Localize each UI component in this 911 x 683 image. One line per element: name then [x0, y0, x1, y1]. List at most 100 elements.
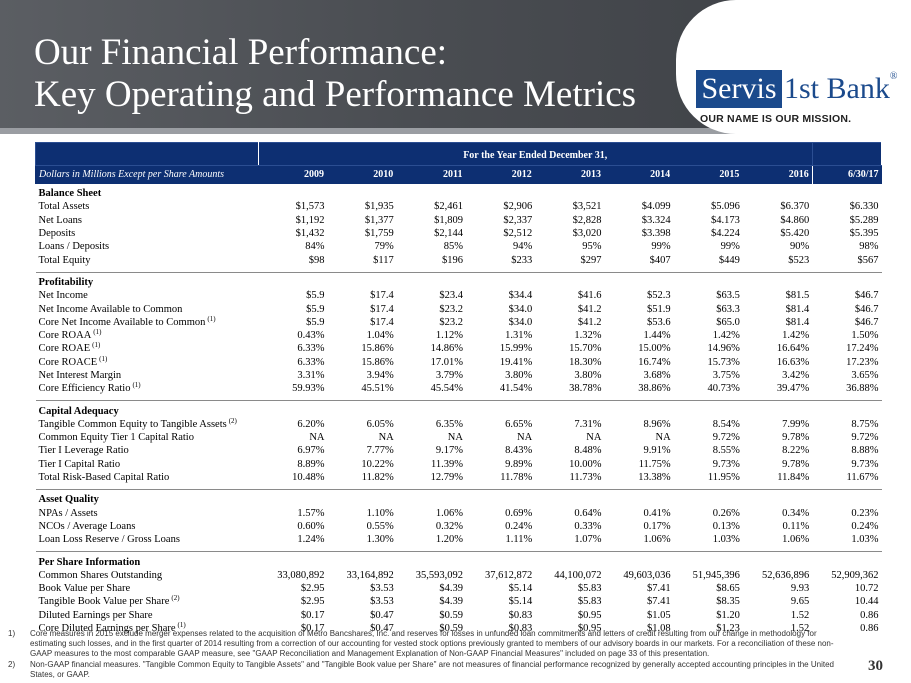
value-cell: 6.97% [297, 445, 325, 457]
table-band-row: For the Year Ended December 31, [35, 142, 883, 166]
band-label: For the Year Ended December 31, [257, 142, 813, 166]
value-cell: $3.398 [641, 228, 671, 240]
metrics-table: For the Year Ended December 31, Dollars … [35, 142, 883, 635]
value-cell: 0.24% [505, 520, 533, 532]
footnote-ref: (1) [93, 328, 102, 337]
row-label-cell: NCOs / Average Loans [36, 520, 259, 533]
value-cell: $52.3 [647, 290, 671, 302]
value-cell: 14.96% [707, 343, 740, 355]
value-cell: $2.95 [300, 583, 325, 595]
value-cell: 1.03% [712, 534, 740, 546]
value-cell: 0.43% [297, 330, 325, 342]
value-cell: 0.32% [435, 520, 463, 532]
row-label-cell: Net Income Available to Common [36, 302, 259, 315]
value-cell: 99% [651, 241, 671, 253]
row-label-cell: Total Equity [36, 253, 259, 266]
row-label-cell: Loan Loss Reserve / Gross Loans [36, 533, 259, 546]
section-title: Profitability [35, 271, 882, 290]
value-cell: $34.0 [508, 316, 533, 328]
value-cell: 6.35% [435, 418, 463, 430]
band-blank-cell [35, 142, 259, 166]
value-cell: $63.5 [716, 290, 740, 302]
value-cell: 3.94% [366, 370, 394, 381]
row-label: Net Income [38, 290, 88, 302]
value-cell: 33,080,892 [277, 569, 325, 581]
value-cell: 44,100,072 [554, 569, 602, 581]
row-label-cell: Common Equity Tier 1 Capital Ratio [36, 431, 259, 444]
value-cell: 3.80% [574, 370, 602, 381]
section-header-row: Per Share Information [35, 551, 882, 569]
value-cell: 14.86% [430, 343, 463, 355]
row-label: Core Diluted Earnings per Share [38, 623, 176, 635]
table-body: Balance Sheet Total Assets $1,573 $1,935 $2,… [35, 184, 882, 635]
value-cell: 52,636,896 [761, 569, 810, 581]
value-cell: $7.41 [647, 583, 671, 595]
logo-registered-mark: ® [889, 71, 898, 82]
page-title: Our Financial Performance: Key Operating… [34, 32, 636, 116]
value-cell: 0.64% [574, 507, 602, 519]
value-cell: $65.0 [716, 316, 740, 328]
value-cell: 90% [789, 241, 810, 253]
value-cell: 51,945,396 [692, 569, 740, 581]
value-cell: 8.22% [782, 445, 810, 457]
value-cell: 1.42% [712, 330, 740, 342]
value-cell: 11.75% [638, 458, 671, 470]
value-cell: $407 [649, 254, 671, 266]
value-cell: 39.47% [776, 383, 810, 395]
value-cell: $5.14 [508, 583, 533, 595]
value-cell: 0.13% [712, 520, 740, 532]
value-cell: 11.39% [430, 458, 463, 470]
value-cell: 15.86% [361, 356, 394, 368]
column-header-2012: 2012 [465, 165, 536, 184]
table-row: Loans / Deposits 84% 79% 85% 94% 95% 99% 99% 90%… [36, 240, 882, 253]
value-cell: 1.04% [366, 330, 394, 342]
row-label-cell: Net Loans [36, 214, 259, 227]
value-cell: $41.2 [577, 316, 602, 328]
value-cell: 9.89% [505, 458, 533, 470]
value-cell: 1.50% [851, 330, 879, 342]
value-cell: NA [517, 432, 533, 444]
value-cell: 15.00% [638, 343, 671, 355]
column-header-label: Dollars in Millions Except per Share Amo… [35, 165, 259, 184]
value-cell: 17.01% [430, 356, 463, 368]
value-cell: 12.79% [430, 472, 463, 484]
row-label: Core ROAE [38, 343, 91, 355]
footnote-ref: (1) [207, 314, 216, 323]
logo-word-servis: Servis [696, 70, 782, 108]
value-cell: $0.47 [370, 623, 394, 635]
row-label-cell: Core Efficiency Ratio (1) [36, 382, 259, 395]
value-cell: $2,828 [572, 214, 602, 226]
row-label: Loans / Deposits [38, 241, 110, 253]
value-cell: 15.70% [569, 343, 602, 355]
value-cell: 40.73% [707, 383, 740, 395]
section-header-row: Balance Sheet [36, 184, 882, 200]
table-row: NCOs / Average Loans 0.60% 0.55% 0.32% 0.24%… [36, 520, 882, 533]
value-cell: 0.17% [643, 520, 671, 532]
row-label: Core Efficiency Ratio [38, 383, 131, 395]
value-cell: 18.30% [569, 356, 602, 368]
footnote-1: 1) Core measures in 2015 exclude merger … [8, 629, 848, 659]
value-cell: 0.34% [782, 507, 810, 519]
footnote-ref: (1) [92, 341, 101, 350]
row-label: Core ROAA [38, 330, 92, 342]
value-cell: 59.93% [292, 383, 325, 395]
value-cell: 1.57% [297, 507, 325, 519]
footnote-2-number: 2) [8, 660, 16, 669]
table-row: Tier I Capital Ratio 8.89% 10.22% 11.39% 9.8… [36, 458, 882, 471]
row-label-cell: NPAs / Assets [36, 507, 259, 520]
row-label: Total Assets [38, 201, 90, 213]
value-cell: 1.24% [297, 534, 325, 546]
value-cell: 1.52 [790, 609, 810, 621]
value-cell: $4.224 [711, 228, 740, 240]
value-cell: $2,512 [503, 228, 533, 240]
value-cell: 33,164,892 [346, 569, 394, 581]
title-line-1: Our Financial Performance: [34, 32, 448, 73]
value-cell: $3.53 [370, 583, 394, 595]
value-cell: $8.65 [716, 583, 740, 595]
value-cell: $1,377 [364, 214, 394, 226]
value-cell: 84% [305, 241, 325, 253]
row-label-cell: Core ROACE (1) [36, 355, 259, 369]
column-header-2013: 2013 [534, 165, 605, 184]
row-label-cell: Common Shares Outstanding [36, 569, 259, 582]
table-row: Deposits $1,432 $1,759 $2,144 $2,512 $3,020 $3… [36, 227, 882, 240]
